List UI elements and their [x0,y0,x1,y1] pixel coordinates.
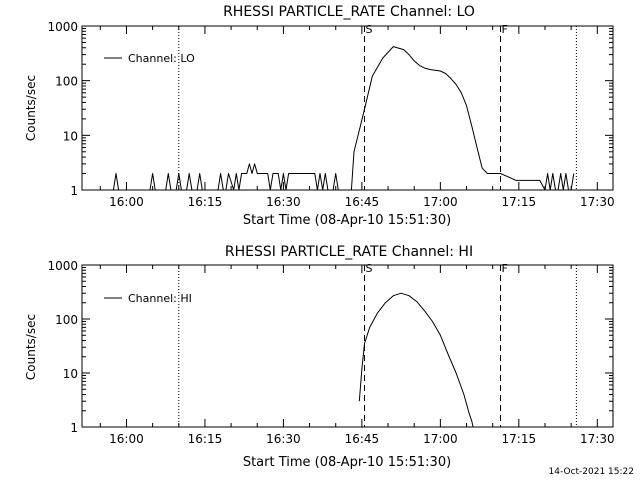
y-tick-label: 1 [70,421,78,435]
y-tick-label: 100 [55,313,78,327]
series-line [358,292,474,428]
y-tick-label: 10 [63,129,78,143]
x-axis-label: Start Time (08-Apr-10 15:51:30) [243,213,451,228]
plot-panel-lo: RHESSI PARTICLE_RATE Channel: LO Counts/… [24,4,615,228]
x-tick-label: 17:00 [423,432,458,446]
series-line [82,46,575,191]
x-tick-label: 16:00 [109,432,144,446]
x-tick-label: 17:15 [502,195,537,209]
y-tick-label: 1 [70,184,78,198]
x-tick-label: 16:00 [109,195,144,209]
y-tick-label: 10 [63,367,78,381]
plot-panel-hi: RHESSI PARTICLE_RATE Channel: HI Counts/… [24,244,615,470]
x-tick-label: 16:30 [266,195,301,209]
y-axis-label: Counts/sec [24,75,38,141]
event-marker-label: S [366,262,373,275]
x-tick-label: 17:30 [580,432,615,446]
y-axis-label: Counts/sec [24,314,38,380]
timestamp: 14-Oct-2021 15:22 [549,467,634,477]
legend-label: Channel: HI [128,292,192,305]
x-tick-label: 16:15 [188,432,223,446]
event-marker-label: F [502,262,508,275]
event-marker-label: S [366,23,373,36]
y-tick-label: 1000 [47,259,78,273]
plot-frame [81,25,614,191]
chart-title: RHESSI PARTICLE_RATE Channel: LO [223,4,475,20]
chart-title: RHESSI PARTICLE_RATE Channel: HI [225,244,473,260]
x-tick-label: 17:15 [502,432,537,446]
x-tick-label: 16:15 [188,195,223,209]
y-tick-label: 100 [55,75,78,89]
x-tick-label: 17:00 [423,195,458,209]
x-tick-label: 16:45 [345,195,380,209]
x-tick-label: 16:30 [266,432,301,446]
x-axis-label: Start Time (08-Apr-10 15:51:30) [243,455,451,470]
plot-frame [81,264,614,428]
x-tick-label: 16:45 [345,432,380,446]
event-marker-label: F [502,23,508,36]
y-tick-label: 1000 [47,20,78,34]
legend-label: Channel: LO [128,52,195,65]
x-tick-label: 17:30 [580,195,615,209]
